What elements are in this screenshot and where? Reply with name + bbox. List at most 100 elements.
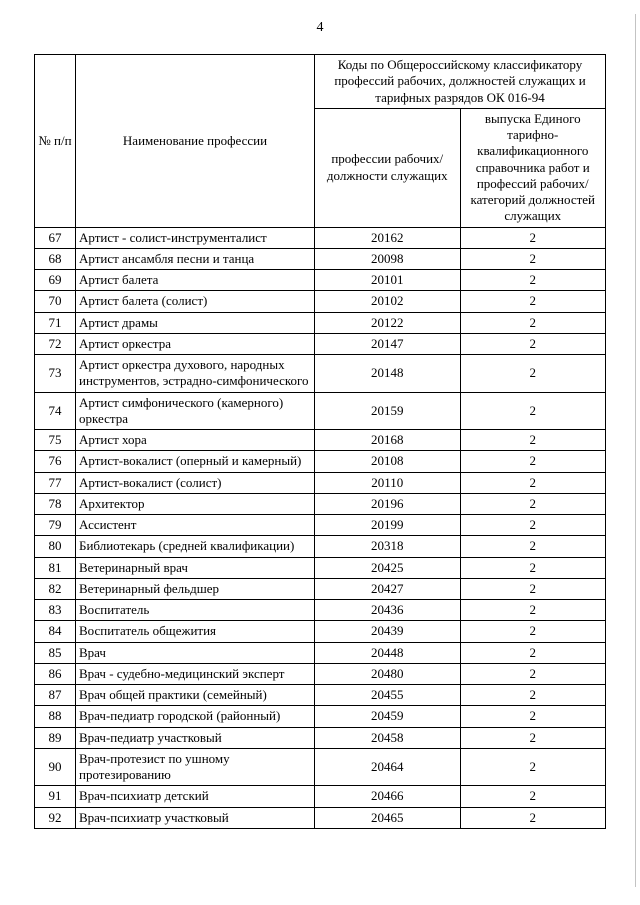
cell-cat: 2	[460, 291, 606, 312]
cell-cat: 2	[460, 727, 606, 748]
table-row: 88Врач-педиатр городской (районный)20459…	[35, 706, 606, 727]
table-row: 82Ветеринарный фельдшер204272	[35, 578, 606, 599]
cell-name: Библиотекарь (средней квалификации)	[76, 536, 315, 557]
cell-cat: 2	[460, 748, 606, 786]
table-row: 76Артист-вокалист (оперный и камерный)20…	[35, 451, 606, 472]
table-row: 69Артист балета201012	[35, 270, 606, 291]
cell-name: Артист балета (солист)	[76, 291, 315, 312]
table-row: 70Артист балета (солист)201022	[35, 291, 606, 312]
cell-num: 87	[35, 685, 76, 706]
cell-num: 74	[35, 392, 76, 430]
cell-code: 20464	[315, 748, 461, 786]
cell-cat: 2	[460, 472, 606, 493]
table-header-row-1: № п/п Наименование профессии Коды по Общ…	[35, 55, 606, 109]
cell-name: Врач-психиатр детский	[76, 786, 315, 807]
cell-name: Воспитатель	[76, 600, 315, 621]
cell-code: 20101	[315, 270, 461, 291]
cell-cat: 2	[460, 663, 606, 684]
scan-edge	[635, 14, 636, 887]
cell-cat: 2	[460, 557, 606, 578]
table-row: 80Библиотекарь (средней квалификации)203…	[35, 536, 606, 557]
cell-code: 20458	[315, 727, 461, 748]
cell-name: Врач-протезист по ушному протезированию	[76, 748, 315, 786]
cell-num: 86	[35, 663, 76, 684]
cell-name: Артист оркестра духового, народных инстр…	[76, 355, 315, 393]
cell-code: 20318	[315, 536, 461, 557]
table-row: 89Врач-педиатр участковый204582	[35, 727, 606, 748]
cell-name: Ветеринарный врач	[76, 557, 315, 578]
header-code: профессии рабочих/ должности служащих	[315, 108, 461, 227]
table-row: 71Артист драмы201222	[35, 312, 606, 333]
cell-name: Врач-психиатр участковый	[76, 807, 315, 828]
cell-name: Артист симфонического (камерного) оркест…	[76, 392, 315, 430]
cell-cat: 2	[460, 706, 606, 727]
cell-num: 79	[35, 515, 76, 536]
cell-code: 20168	[315, 430, 461, 451]
cell-code: 20459	[315, 706, 461, 727]
header-name: Наименование профессии	[76, 55, 315, 228]
cell-name: Артист-вокалист (оперный и камерный)	[76, 451, 315, 472]
table-row: 77Артист-вокалист (солист)201102	[35, 472, 606, 493]
page: 4 № п/п Наименование профессии Коды по О…	[0, 0, 640, 905]
cell-name: Артист - солист-инструменталист	[76, 227, 315, 248]
cell-name: Артист оркестра	[76, 333, 315, 354]
cell-cat: 2	[460, 600, 606, 621]
cell-cat: 2	[460, 430, 606, 451]
cell-num: 91	[35, 786, 76, 807]
cell-num: 90	[35, 748, 76, 786]
cell-name: Врач общей практики (семейный)	[76, 685, 315, 706]
cell-code: 20147	[315, 333, 461, 354]
cell-code: 20439	[315, 621, 461, 642]
cell-cat: 2	[460, 807, 606, 828]
cell-num: 73	[35, 355, 76, 393]
cell-name: Артист драмы	[76, 312, 315, 333]
cell-num: 71	[35, 312, 76, 333]
cell-cat: 2	[460, 642, 606, 663]
cell-cat: 2	[460, 578, 606, 599]
cell-cat: 2	[460, 392, 606, 430]
cell-name: Воспитатель общежития	[76, 621, 315, 642]
cell-num: 83	[35, 600, 76, 621]
cell-num: 78	[35, 493, 76, 514]
cell-name: Артист балета	[76, 270, 315, 291]
cell-name: Ассистент	[76, 515, 315, 536]
table-row: 78Архитектор201962	[35, 493, 606, 514]
table-row: 81Ветеринарный врач204252	[35, 557, 606, 578]
cell-cat: 2	[460, 312, 606, 333]
table-row: 75Артист хора201682	[35, 430, 606, 451]
cell-num: 89	[35, 727, 76, 748]
cell-num: 76	[35, 451, 76, 472]
cell-code: 20465	[315, 807, 461, 828]
cell-num: 88	[35, 706, 76, 727]
cell-code: 20466	[315, 786, 461, 807]
cell-num: 77	[35, 472, 76, 493]
page-number: 4	[34, 20, 606, 36]
table-row: 85Врач204482	[35, 642, 606, 663]
cell-num: 72	[35, 333, 76, 354]
cell-name: Артист-вокалист (солист)	[76, 472, 315, 493]
cell-name: Врач-педиатр участковый	[76, 727, 315, 748]
cell-code: 20436	[315, 600, 461, 621]
cell-name: Врач	[76, 642, 315, 663]
cell-code: 20162	[315, 227, 461, 248]
cell-code: 20199	[315, 515, 461, 536]
table-row: 90Врач-протезист по ушному протезировани…	[35, 748, 606, 786]
table-row: 83Воспитатель204362	[35, 600, 606, 621]
cell-cat: 2	[460, 493, 606, 514]
cell-code: 20159	[315, 392, 461, 430]
cell-num: 85	[35, 642, 76, 663]
cell-num: 84	[35, 621, 76, 642]
cell-name: Ветеринарный фельдшер	[76, 578, 315, 599]
cell-name: Врач-педиатр городской (районный)	[76, 706, 315, 727]
cell-name: Архитектор	[76, 493, 315, 514]
cell-cat: 2	[460, 621, 606, 642]
table-row: 67Артист - солист-инструменталист201622	[35, 227, 606, 248]
table-row: 84Воспитатель общежития204392	[35, 621, 606, 642]
cell-num: 80	[35, 536, 76, 557]
table-row: 92Врач-психиатр участковый204652	[35, 807, 606, 828]
cell-code: 20108	[315, 451, 461, 472]
cell-name: Артист ансамбля песни и танца	[76, 248, 315, 269]
cell-cat: 2	[460, 227, 606, 248]
cell-cat: 2	[460, 333, 606, 354]
header-num: № п/п	[35, 55, 76, 228]
